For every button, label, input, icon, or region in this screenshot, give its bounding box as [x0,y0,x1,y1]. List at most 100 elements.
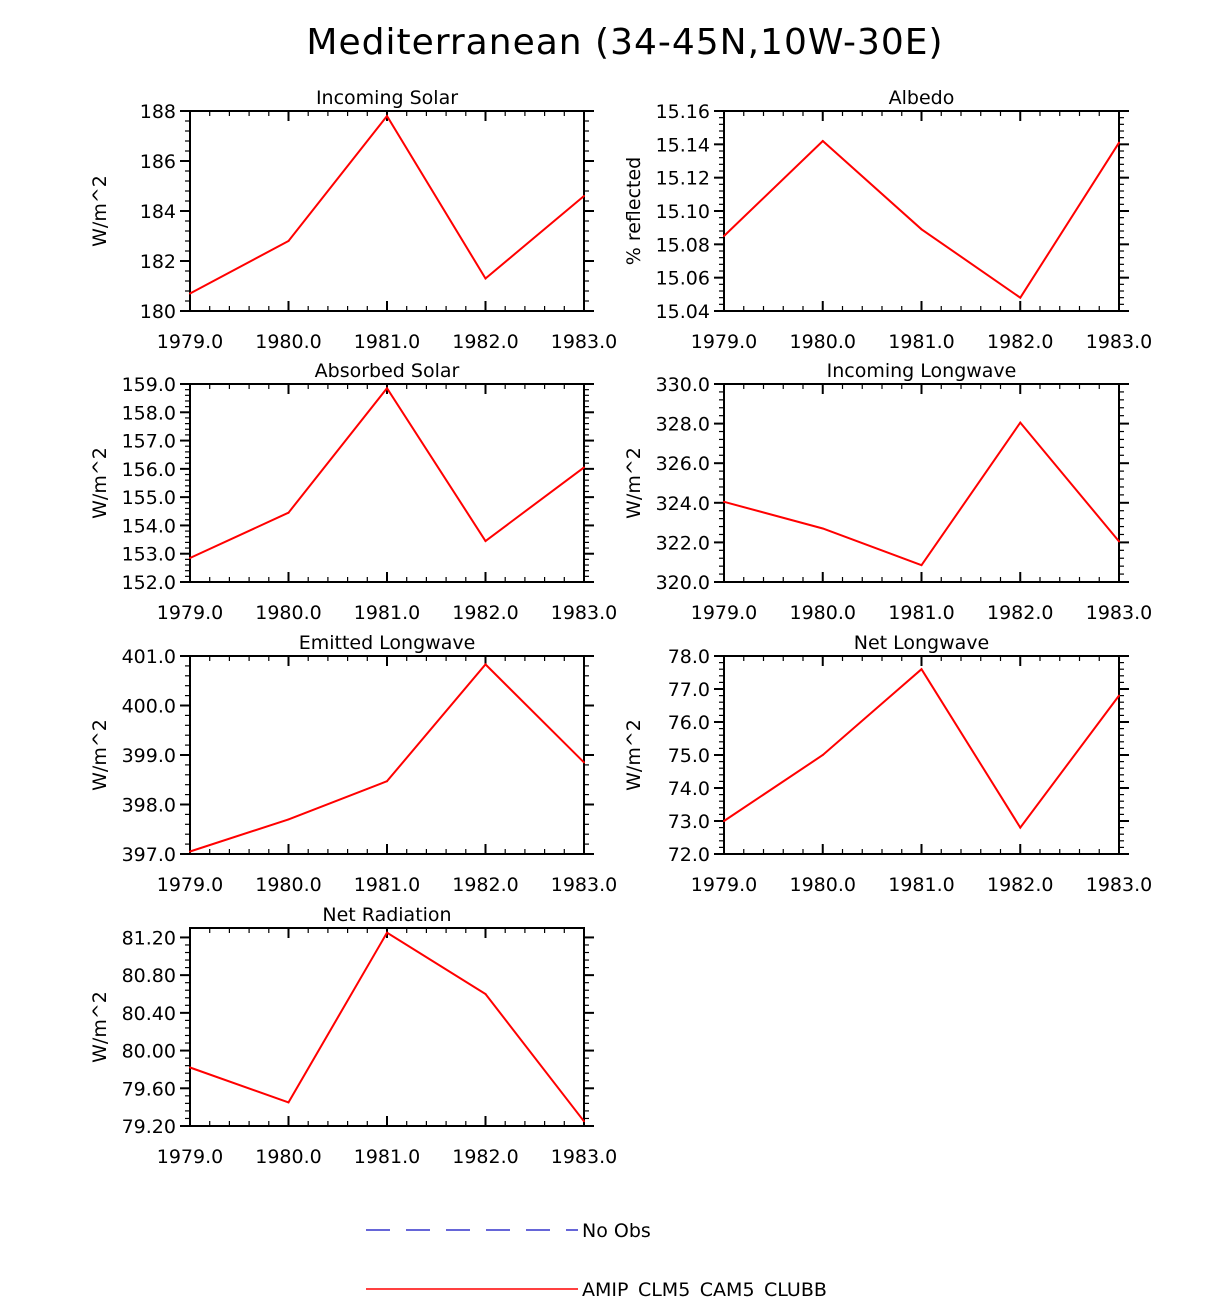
data-point [1118,540,1120,543]
y-tick-label: 15.14 [656,134,710,156]
data-point [1118,694,1120,697]
y-tick-label: 320.0 [656,572,710,594]
y-tick-label: 184 [140,201,176,223]
plot-frame-net-radiation [189,927,585,1127]
plot-frame-incoming-longwave [723,383,1120,583]
y-axis-label-absorbed-solar: W/m^2 [89,447,111,519]
panel-net-longwave: Net Longwave 1979.0 1980.0 1981.0 1982.0 1983… [623,632,1152,896]
data-point [1019,421,1022,424]
x-tick-label: 1979.0 [691,602,757,624]
y-axis-label-incoming-solar: W/m^2 [89,175,111,247]
series-line-amip-clm5-cam5-clubb [723,139,1120,300]
legend: No Obs AMIP_CLM5_CAM5_CLUBB [366,1220,827,1299]
y-tick-label: 76.0 [668,712,710,734]
panel-emitted-longwave: Emitted Longwave 1979.0 1980.0 1981.0 1982.0… [89,632,617,896]
x-tick-label: 1982.0 [987,331,1053,353]
data-point [821,527,824,530]
panel-net-radiation: Net Radiation 1979.0 1980.0 1981.0 1982.0 198… [89,904,617,1168]
data-point [189,292,191,295]
x-tick-label: 1981.0 [354,874,420,896]
x-tick-label: 1983.0 [551,331,617,353]
y-tick-label: 157.0 [122,431,176,453]
data-point [821,140,824,142]
plot-frame-absorbed-solar [189,383,585,583]
plot-frame-albedo [723,110,1120,312]
y-tick-label: 159.0 [122,374,176,396]
y-tick-label: 326.0 [656,453,710,475]
series-line-amip-clm5-cam5-clubb [189,114,585,295]
y-tick-label: 188 [140,101,176,123]
x-tick-label: 1979.0 [157,602,223,624]
data-point [287,240,290,242]
data-point [484,539,487,542]
data-point [287,818,290,821]
x-tick-label: 1983.0 [551,874,617,896]
y-tick-label: 186 [140,151,176,173]
x-tick-label: 1981.0 [888,331,954,353]
plot-frame-net-longwave [723,655,1120,855]
x-tick-label: 1980.0 [790,331,856,353]
y-axis-label-net-longwave: W/m^2 [623,719,645,791]
x-tick-label: 1980.0 [255,602,321,624]
y-tick-label: 158.0 [122,402,176,424]
x-tick-label: 1982.0 [987,602,1053,624]
x-tick-label: 1979.0 [691,331,757,353]
figure-title: Mediterranean (34-45N,10W-30E) [306,22,943,63]
y-tick-label: 154.0 [122,515,176,537]
x-tick-label: 1980.0 [790,874,856,896]
panels-group: Incoming Solar 1979.0 1980.0 1981.0 1982.0 19… [89,87,1152,1168]
x-tick-label: 1983.0 [1086,874,1152,896]
y-tick-label: 152.0 [122,572,176,594]
legend-label-no-obs: No Obs [582,1220,651,1242]
plot-frame-emitted-longwave [189,655,585,855]
x-tick-label: 1980.0 [255,331,321,353]
x-tick-label: 1981.0 [354,331,420,353]
y-tick-label: 80.40 [122,1003,176,1025]
y-tick-label: 180 [140,301,176,323]
y-tick-label: 79.60 [122,1078,176,1100]
data-point [386,115,388,117]
data-point [920,228,923,231]
x-tick-label: 1981.0 [888,602,954,624]
y-tick-label: 79.20 [122,1116,176,1138]
series-line-amip-clm5-cam5-clubb [723,420,1120,567]
y-tick-label: 182 [140,251,176,273]
data-point [821,754,824,756]
y-tick-label: 399.0 [122,745,176,767]
data-point [287,511,290,514]
y-tick-label: 80.00 [122,1041,176,1063]
data-point [189,850,191,853]
data-point [723,235,725,237]
y-axis-label-net-radiation: W/m^2 [89,991,111,1063]
y-tick-label: 15.04 [656,301,710,323]
y-tick-label: 75.0 [668,745,710,767]
y-tick-label: 81.20 [122,927,176,949]
y-tick-label: 153.0 [122,544,176,566]
data-point [583,466,585,469]
panel-incoming-solar: Incoming Solar 1979.0 1980.0 1981.0 1982.0 19… [89,87,617,353]
x-tick-label: 1981.0 [354,602,420,624]
data-point [583,1120,585,1123]
y-tick-label: 330.0 [656,374,710,396]
y-tick-label: 78.0 [668,646,710,668]
y-tick-label: 80.80 [122,965,176,987]
panel-title-emitted-longwave: Emitted Longwave [299,632,476,654]
x-tick-label: 1979.0 [157,1146,223,1168]
data-point [386,387,388,390]
x-tick-label: 1980.0 [255,874,321,896]
data-point [920,668,923,671]
x-tick-label: 1980.0 [790,602,856,624]
series-line-amip-clm5-cam5-clubb [189,386,585,559]
x-tick-label: 1983.0 [551,1146,617,1168]
y-tick-label: 74.0 [668,778,710,800]
y-tick-label: 401.0 [122,646,176,668]
y-tick-label: 398.0 [122,795,176,817]
data-point [1019,826,1022,829]
legend-label-model: AMIP_CLM5_CAM5_CLUBB [582,1279,827,1299]
data-point [583,195,585,197]
x-tick-label: 1979.0 [691,874,757,896]
panel-title-absorbed-solar: Absorbed Solar [315,360,460,382]
data-point [484,993,487,995]
x-tick-label: 1983.0 [551,602,617,624]
x-tick-label: 1981.0 [354,1146,420,1168]
